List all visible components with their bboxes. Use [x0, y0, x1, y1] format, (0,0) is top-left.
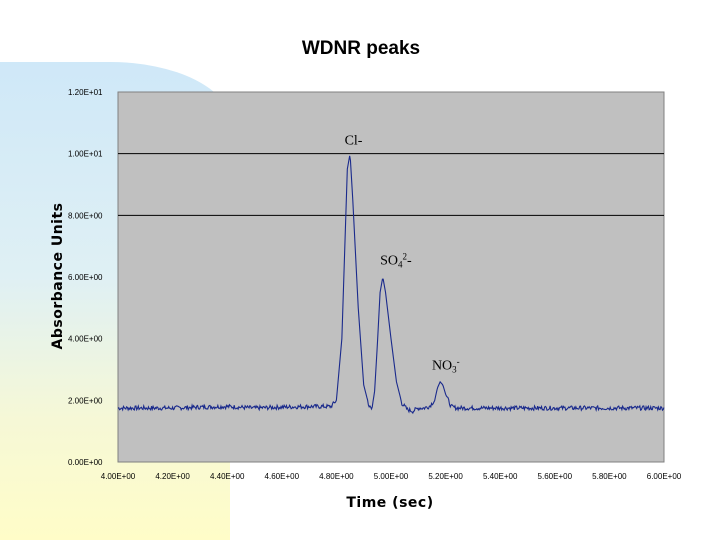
x-axis-title: Time (sec): [346, 495, 433, 511]
x-tick-label: 5.00E+00: [374, 472, 409, 481]
x-tick-label: 6.00E+00: [647, 472, 682, 481]
annotation-0: Cl-: [345, 133, 363, 148]
annotation-2: NO3-: [432, 357, 460, 375]
y-tick-label: 8.00E+00: [68, 211, 103, 220]
x-tick-label: 5.40E+00: [483, 472, 518, 481]
annotation-1: SO42-: [380, 252, 412, 270]
y-tick-labels: 0.00E+00 2.00E+00 4.00E+00 6.00E+00 8.00E+00…: [68, 88, 103, 467]
x-tick-label: 5.20E+00: [428, 472, 463, 481]
x-tick-label: 4.40E+00: [210, 472, 245, 481]
x-tick-label: 4.20E+00: [155, 472, 190, 481]
x-tick-label: 5.60E+00: [538, 472, 573, 481]
series-line-absorbance: [117, 155, 665, 415]
y-tick-label: 1.00E+01: [68, 150, 103, 159]
y-tick-label: 4.00E+00: [68, 335, 103, 344]
y-tick-label: 2.00E+00: [68, 396, 103, 405]
gridlines: [118, 153, 664, 216]
x-tick-labels: 4.00E+00 4.20E+00 4.40E+00 4.60E+00 4.80E+00…: [101, 472, 682, 481]
y-tick-label: 1.20E+01: [68, 88, 103, 97]
x-tick-label: 4.60E+00: [265, 472, 300, 481]
x-tick-label: 4.80E+00: [319, 472, 354, 481]
chart-title: WDNR peaks: [302, 38, 420, 59]
peak-annotations: Cl- SO42- NO3-: [345, 133, 460, 374]
y-axis-title: Absorbance Units: [50, 203, 66, 350]
y-tick-label: 0.00E+00: [68, 458, 103, 467]
x-tick-label: 5.80E+00: [592, 472, 627, 481]
x-tick-label: 4.00E+00: [101, 472, 136, 481]
plot-area: [117, 91, 665, 463]
y-tick-label: 6.00E+00: [68, 273, 103, 282]
